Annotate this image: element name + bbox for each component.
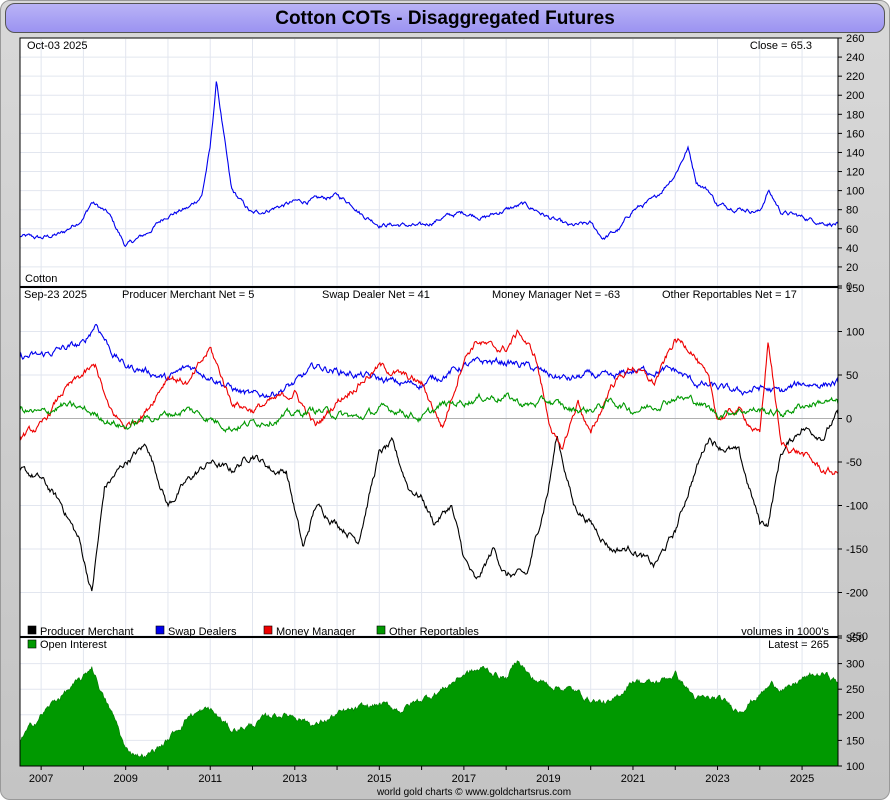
y-tick-label: 20 xyxy=(846,262,858,274)
y-tick-label: 0 xyxy=(846,414,852,426)
oi-legend-swatch xyxy=(27,639,37,649)
y-tick-label: -50 xyxy=(846,457,862,469)
price-series-label: Cotton xyxy=(25,273,57,285)
series-line-producer-merchant xyxy=(19,409,839,592)
y-tick-label: 100 xyxy=(846,761,864,773)
chart-title: Cotton COTs - Disaggregated Futures xyxy=(275,8,615,29)
y-tick-label: 180 xyxy=(846,109,864,121)
x-tick-label: 2007 xyxy=(29,773,53,785)
y-tick-label: 40 xyxy=(846,243,858,255)
series-area-open-interest xyxy=(19,660,839,767)
y-tick-label: 200 xyxy=(846,90,864,102)
legend-label: Other Reportables xyxy=(389,626,479,638)
footer-credit: world gold charts © www.goldchartsrus.co… xyxy=(376,787,571,798)
series-line-other-reportables xyxy=(19,392,839,434)
cot-stat-label: Swap Dealer Net = 41 xyxy=(322,289,430,301)
y-tick-label: 150 xyxy=(846,283,864,295)
plot-area xyxy=(19,37,839,767)
legend-swatch xyxy=(263,625,273,635)
y-tick-label: 300 xyxy=(846,659,864,671)
x-tick-label: 2021 xyxy=(621,773,645,785)
y-tick-label: 100 xyxy=(846,186,864,198)
x-tick-label: 2013 xyxy=(283,773,307,785)
y-tick-label: -250 xyxy=(846,631,868,643)
y-tick-label: 220 xyxy=(846,71,864,83)
x-tick-label: 2025 xyxy=(790,773,814,785)
y-tick-label: 0 xyxy=(846,281,852,293)
x-tick-label: 2015 xyxy=(367,773,391,785)
x-tick-label: 2023 xyxy=(705,773,729,785)
legend-swatch xyxy=(27,625,37,635)
y-tick-label: -200 xyxy=(846,588,868,600)
y-tick-label: 140 xyxy=(846,147,864,159)
y-tick-label: 80 xyxy=(846,205,858,217)
plot-border xyxy=(19,37,839,767)
y-tick-label: 60 xyxy=(846,224,858,236)
series-line-cotton xyxy=(19,81,839,248)
y-tick-label: 240 xyxy=(846,52,864,64)
y-tick-label: 120 xyxy=(846,167,864,179)
y-tick-label: 150 xyxy=(846,735,864,747)
y-tick-label: 250 xyxy=(846,684,864,696)
cot-stat-label: Money Manager Net = -63 xyxy=(492,289,620,301)
legend-swatch xyxy=(376,625,386,635)
y-tick-label: -100 xyxy=(846,501,868,513)
cot-stat-label: Other Reportables Net = 17 xyxy=(662,289,797,301)
x-tick-label: 2019 xyxy=(536,773,560,785)
price-date-label: Oct-03 2025 xyxy=(27,40,88,52)
y-tick-label: 160 xyxy=(846,128,864,140)
y-tick-label: 350 xyxy=(846,633,864,645)
cot-stat-label: Producer Merchant Net = 5 xyxy=(122,289,254,301)
title-bar: Cotton COTs - Disaggregated Futures xyxy=(5,3,885,33)
series-line-money-manager xyxy=(19,329,839,476)
oi-latest-label: Latest = 265 xyxy=(768,639,829,651)
y-tick-label: 100 xyxy=(846,327,864,339)
legend-label: Swap Dealers xyxy=(168,626,237,638)
x-tick-label: 2011 xyxy=(198,773,222,785)
y-tick-label: 260 xyxy=(846,33,864,45)
legend-swatch xyxy=(155,625,165,635)
y-tick-label: 200 xyxy=(846,710,864,722)
series-line-swap-dealers xyxy=(19,323,839,399)
x-tick-label: 2009 xyxy=(113,773,137,785)
legend-label: Producer Merchant xyxy=(40,626,134,638)
oi-legend-label: Open Interest xyxy=(40,639,107,651)
y-tick-label: 50 xyxy=(846,370,858,382)
cot-date-label: Sep-23 2025 xyxy=(24,289,87,301)
price-close-label: Close = 65.3 xyxy=(750,40,812,52)
legend-label: Money Manager xyxy=(276,626,356,638)
cot-volume-note: volumes in 1000's xyxy=(741,626,829,638)
y-tick-label: -150 xyxy=(846,544,868,556)
x-tick-label: 2017 xyxy=(452,773,476,785)
